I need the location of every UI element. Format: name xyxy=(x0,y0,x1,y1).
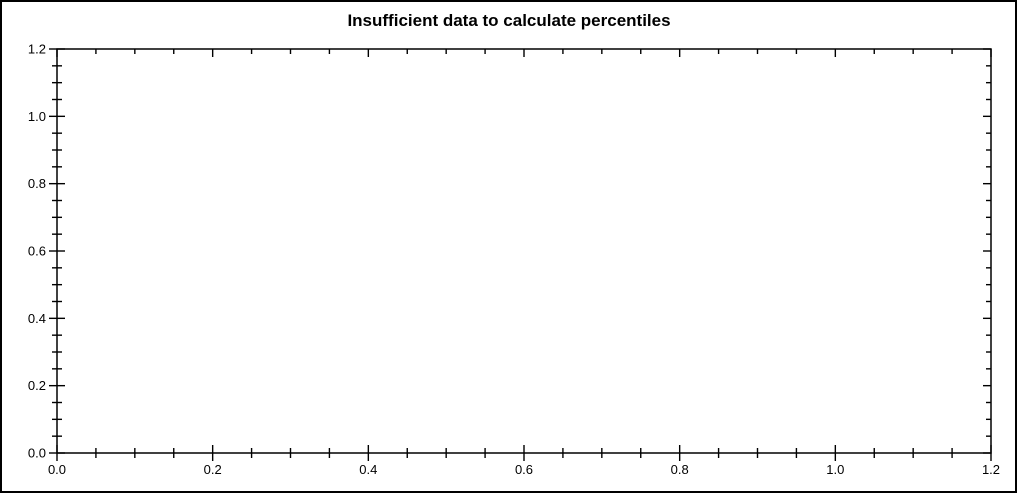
y-axis-tick-label: 0.2 xyxy=(28,378,46,393)
x-axis-tick-label: 0.6 xyxy=(515,462,533,477)
x-axis-tick-label: 1.2 xyxy=(982,462,1000,477)
chart-title: Insufficient data to calculate percentil… xyxy=(347,11,671,30)
x-axis-tick-label: 0.4 xyxy=(359,462,377,477)
x-axis-tick-label: 0.8 xyxy=(671,462,689,477)
y-axis-tick-label: 1.0 xyxy=(28,109,46,124)
x-axis-tick-label: 1.0 xyxy=(826,462,844,477)
y-axis-tick-label: 0.4 xyxy=(28,311,46,326)
y-axis-tick-label: 0.6 xyxy=(28,244,46,259)
y-axis-tick-label: 1.2 xyxy=(28,42,46,57)
y-axis-tick-label: 0.8 xyxy=(28,176,46,191)
x-axis-tick-label: 0.0 xyxy=(48,462,66,477)
y-axis-tick-label: 0.0 xyxy=(28,446,46,461)
plot-frame xyxy=(56,48,992,454)
x-axis-tick-label: 0.2 xyxy=(204,462,222,477)
